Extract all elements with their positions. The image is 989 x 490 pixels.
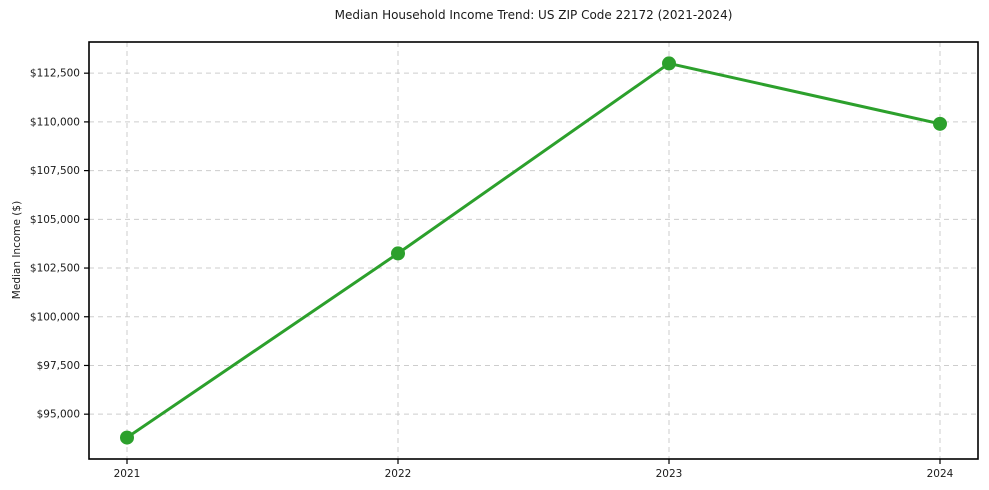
data-point-2022 (391, 246, 405, 261)
x-tick-label: 2024 (927, 468, 954, 480)
x-tick-label: 2022 (385, 468, 412, 480)
chart-title: Median Household Income Trend: US ZIP Co… (334, 8, 733, 22)
x-tick-label: 2023 (656, 468, 683, 480)
data-point-2023 (662, 56, 676, 71)
y-tick-label: $95,000 (37, 409, 80, 421)
y-tick-label: $102,500 (30, 263, 80, 275)
plot-border (88, 41, 979, 460)
y-tick-label: $100,000 (30, 311, 80, 323)
trend-line (125, 61, 942, 440)
y-tick-label: $112,500 (30, 68, 80, 80)
data-point-2024 (933, 116, 947, 131)
y-tick-label: $97,500 (37, 360, 80, 372)
y-tick-label: $107,500 (30, 165, 80, 177)
y-tick-label: $105,000 (30, 214, 80, 226)
data-point-2021 (120, 430, 134, 445)
y-tick-label: $110,000 (30, 116, 80, 128)
x-tick-label: 2021 (114, 468, 141, 480)
